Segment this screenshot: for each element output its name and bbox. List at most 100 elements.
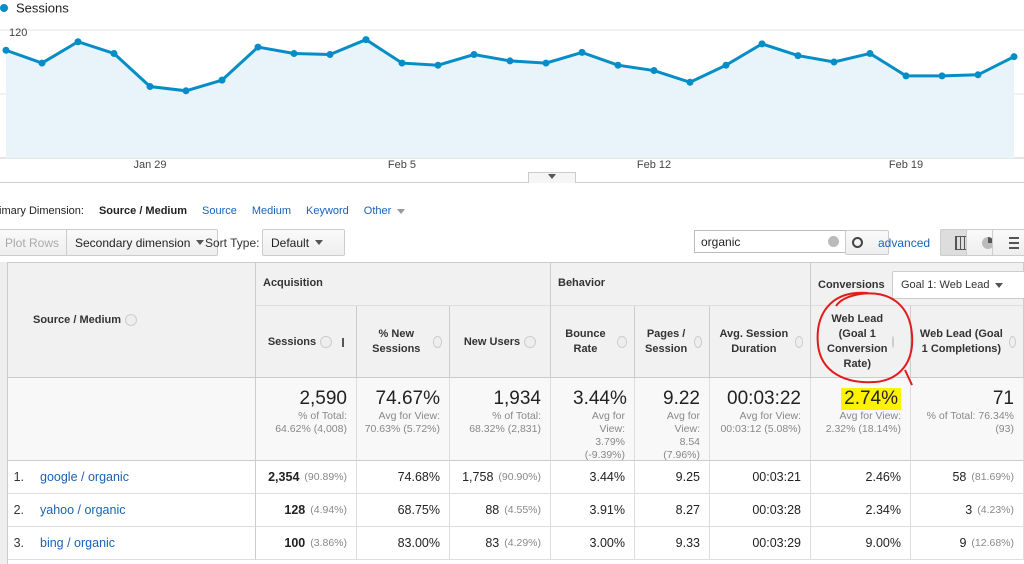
row-source-cell: 3. bing / organic: [8, 527, 256, 560]
point: [686, 78, 694, 86]
point: [110, 49, 118, 57]
cell-value: 88: [485, 503, 500, 517]
x-tick-label: Jan 29: [133, 159, 166, 171]
source-link[interactable]: yahoo / organic: [40, 503, 126, 517]
view-icon: [1009, 236, 1019, 249]
cell-share: (90.90%): [498, 471, 541, 483]
checkbox-column: [0, 262, 8, 564]
search-button[interactable]: [845, 230, 889, 255]
data-cell: 3.91%: [551, 494, 635, 527]
column-header[interactable]: Web Lead (Goal 1 Completions): [911, 306, 1024, 378]
column-header[interactable]: Avg. Session Duration: [710, 306, 811, 378]
y-tick-label: 120: [9, 27, 27, 39]
point: [326, 51, 334, 59]
data-cell: 8.27: [635, 494, 710, 527]
divider: [0, 182, 1024, 183]
total-note: Avg for View: 3.79% (-9.39%): [584, 410, 625, 461]
point: [758, 40, 766, 48]
point: [470, 51, 478, 59]
legend-marker: [0, 4, 8, 12]
column-header[interactable]: Pages / Session: [635, 306, 710, 378]
dimension-option[interactable]: Keyword: [305, 205, 349, 217]
total-note: % of Total: 68.32% (2,831): [469, 410, 541, 435]
point: [830, 58, 838, 66]
data-cell: 83.00%: [357, 527, 450, 560]
collapse-tab[interactable]: [528, 172, 576, 183]
point: [974, 71, 982, 79]
data-cell: 83 (4.29%): [450, 527, 551, 560]
point: [902, 72, 910, 80]
total-value: 3.44%: [573, 388, 627, 409]
area: [6, 39, 1014, 158]
totals-cell: 71% of Total: 76.34% (93): [911, 378, 1024, 461]
cell-value: 3.44%: [589, 470, 625, 484]
total-value: 1,934: [493, 388, 541, 409]
column-header[interactable]: % New Sessions: [357, 306, 450, 378]
totals-cell: 00:03:22 Avg for View: 00:03:12 (5.08%): [710, 378, 811, 461]
sort-type-select[interactable]: Default: [262, 229, 345, 256]
view-button[interactable]: [992, 229, 1024, 256]
point: [254, 43, 262, 51]
data-cell: 68.75%: [357, 494, 450, 527]
cell-share: (12.68%): [971, 537, 1014, 549]
cell-value: 83: [485, 536, 500, 550]
column-header[interactable]: Bounce Rate: [551, 306, 635, 378]
source-link[interactable]: google / organic: [40, 470, 129, 484]
group-header: Behavior: [551, 262, 811, 306]
clear-search[interactable]: [828, 236, 839, 247]
cell-share: (81.69%): [971, 471, 1014, 483]
dimension-option[interactable]: Source: [202, 205, 237, 217]
data-cell: 58 (81.69%): [911, 461, 1024, 494]
data-cell: 9.25: [635, 461, 710, 494]
data-cell: 3 (4.23%): [911, 494, 1024, 527]
cell-share: (4.23%): [977, 504, 1014, 516]
cell-value: 00:03:29: [752, 536, 801, 550]
cell-value: 3: [965, 503, 973, 517]
advanced-link[interactable]: advanced: [878, 236, 931, 250]
help-icon: [320, 336, 333, 348]
point: [578, 48, 586, 56]
point: [2, 46, 10, 54]
cell-value: 00:03:28: [752, 503, 801, 517]
row-rank: 1.: [13, 470, 24, 484]
total-note: Avg for View: 00:03:12 (5.08%): [720, 410, 801, 435]
column-header[interactable]: New Users: [450, 306, 551, 378]
point: [146, 83, 154, 91]
magnifier: [852, 237, 863, 248]
view-icon: [982, 236, 994, 249]
cell-value: 2.34%: [865, 503, 901, 517]
x-tick-label: Feb 5: [388, 159, 416, 171]
data-cell: 9.00%: [811, 527, 911, 560]
cell-value: 68.75%: [397, 503, 440, 517]
cell-value: 3.00%: [589, 536, 625, 550]
data-cell: 1,758 (90.90%): [450, 461, 551, 494]
cell-value: 83.00%: [397, 536, 440, 550]
column-header: Source / Medium: [8, 262, 256, 378]
total-note: % of Total: 76.34% (93): [926, 410, 1014, 435]
data-cell: 74.68%: [357, 461, 450, 494]
dimension-option: Source / Medium: [98, 205, 187, 217]
point: [614, 61, 622, 69]
goal-select[interactable]: Goal 1: Web Lead: [892, 271, 1024, 299]
cell-value: 9.25: [675, 470, 700, 484]
totals-cell: 1,934% of Total: 68.32% (2,831): [450, 378, 551, 461]
total-note: Avg for View: 2.32% (18.14%): [825, 410, 901, 435]
cell-share: (4.55%): [504, 504, 541, 516]
column-header[interactable]: Sessions: [256, 306, 357, 378]
data-cell: 128 (4.94%): [256, 494, 357, 527]
search-input[interactable]: organic: [694, 230, 846, 253]
point: [866, 49, 874, 57]
source-link[interactable]: bing / organic: [40, 536, 116, 550]
point: [506, 57, 514, 65]
point: [290, 49, 298, 57]
sort-arrow: [342, 337, 345, 347]
total-value: 74.67%: [375, 388, 440, 409]
plot-rows-button[interactable]: Plot Rows: [0, 229, 69, 256]
dimension-option[interactable]: Medium: [251, 205, 291, 217]
column-header[interactable]: Web Lead (Goal 1 Conversion Rate): [811, 306, 911, 378]
row-source-cell: 1. google / organic: [8, 461, 256, 494]
point: [722, 61, 730, 69]
dimension-option[interactable]: Other: [364, 205, 406, 217]
secondary-dimension-select[interactable]: Secondary dimension: [66, 229, 218, 256]
